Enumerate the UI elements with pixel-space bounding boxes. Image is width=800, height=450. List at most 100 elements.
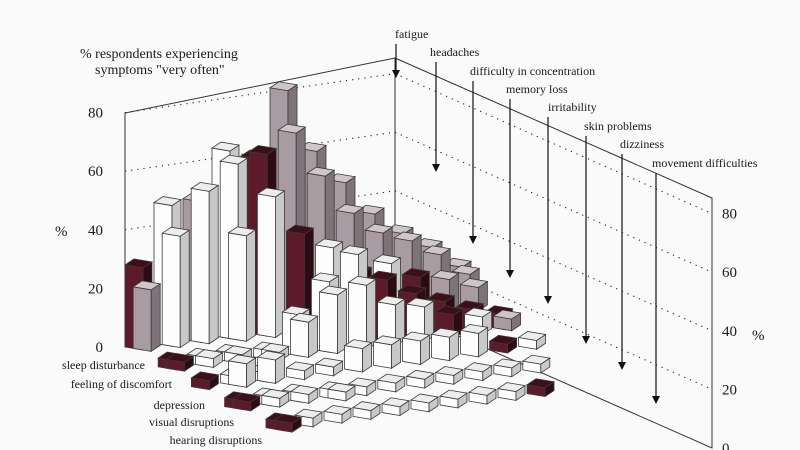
bar-top — [438, 389, 469, 400]
bar — [405, 297, 435, 343]
bar-face — [344, 345, 364, 373]
bar-top — [517, 331, 547, 341]
bar — [165, 352, 195, 372]
bar — [488, 334, 518, 354]
bar-top — [310, 272, 340, 283]
bar-top — [152, 196, 183, 206]
y-tick-label-right: 0 — [722, 441, 730, 450]
bar-top — [273, 413, 303, 424]
bar-side — [179, 229, 190, 349]
bar-top — [219, 154, 249, 165]
category-label: sleep disturbance — [62, 358, 145, 372]
bar-top — [227, 354, 257, 365]
y-tick-label-right: 20 — [722, 382, 737, 398]
bar — [227, 354, 257, 388]
symptom-arrowhead — [544, 296, 552, 304]
bar — [521, 354, 551, 374]
bar — [231, 392, 261, 412]
bar-top — [368, 270, 398, 281]
bar-face — [228, 360, 248, 388]
symptom-label: dizziness — [620, 137, 664, 151]
chart-bars — [123, 81, 556, 433]
bar — [343, 339, 373, 373]
bar — [293, 408, 324, 428]
bar — [161, 226, 191, 349]
bar — [401, 331, 431, 366]
bar-top — [260, 342, 290, 353]
bar-top — [376, 373, 406, 384]
bar-top — [260, 388, 290, 399]
bar-face — [257, 356, 277, 384]
bar-top — [322, 404, 353, 415]
y-tick-label: 60 — [88, 164, 103, 180]
bar-top — [459, 323, 489, 334]
bar — [194, 349, 224, 369]
bar — [227, 226, 257, 343]
bar-top — [401, 331, 431, 342]
bar — [376, 295, 406, 347]
bar-face — [256, 193, 276, 338]
bar — [314, 357, 344, 377]
bar-face — [227, 232, 247, 342]
bar-top — [409, 393, 440, 404]
bar — [434, 366, 464, 386]
y-tick-label-right: 60 — [722, 265, 737, 281]
bar-top — [364, 223, 394, 234]
bar-face — [161, 232, 181, 349]
bar-top — [405, 369, 435, 380]
bar — [525, 378, 556, 398]
bar-top — [434, 366, 464, 376]
symptom-label: skin problems — [584, 119, 652, 133]
bar — [273, 413, 303, 433]
bar-top — [210, 141, 241, 152]
bar — [376, 373, 406, 393]
bar — [380, 397, 411, 417]
bar-top — [314, 238, 344, 249]
bar-top — [248, 145, 278, 155]
symptom-label: fatigue — [395, 27, 428, 41]
bar — [492, 309, 522, 332]
y-tick-label: 40 — [88, 223, 103, 239]
bar-side — [308, 315, 319, 359]
bar-top — [190, 371, 220, 382]
bar-top — [277, 123, 307, 134]
bar-top — [285, 224, 315, 235]
bar-top — [326, 382, 357, 393]
symptom-arrowhead — [432, 164, 440, 172]
category-label: feeling of discomfort — [71, 377, 173, 391]
bar-top — [289, 312, 319, 323]
bar-side — [208, 184, 219, 345]
symptom-arrowhead — [392, 70, 400, 78]
bar — [132, 280, 162, 353]
symptom-arrowhead — [652, 396, 660, 404]
bar — [351, 401, 382, 421]
bar — [492, 358, 522, 378]
symptom-label: irritability — [548, 100, 597, 114]
symptom-label: movement difficulties — [652, 156, 758, 170]
bar-top — [397, 284, 427, 295]
chart-labels: % respondents experiencing symptoms "ver… — [55, 27, 765, 450]
bar-top — [347, 377, 377, 388]
bar — [318, 285, 348, 355]
bar-top — [525, 378, 556, 389]
bar-top — [463, 307, 493, 318]
bar-top — [123, 258, 154, 269]
symptom-label: difficulty in concentration — [470, 64, 595, 78]
bar-top — [351, 401, 382, 411]
bar — [256, 187, 286, 339]
y-tick-label-right: 80 — [722, 207, 737, 223]
category-label: visual disruptions — [149, 415, 234, 429]
bar-top — [488, 334, 518, 345]
bar-top — [459, 278, 489, 288]
y-tick-label-right: 40 — [722, 324, 737, 340]
bar-top — [190, 181, 220, 192]
bar — [322, 404, 353, 424]
symptom-arrowhead — [469, 236, 477, 244]
bar — [517, 331, 547, 350]
bar-top — [496, 382, 527, 392]
y-tick-label: 80 — [88, 106, 103, 122]
bar-top — [223, 345, 253, 356]
bar-top — [430, 270, 460, 280]
bar-face — [373, 341, 393, 369]
y-axis-label: % — [55, 224, 68, 240]
